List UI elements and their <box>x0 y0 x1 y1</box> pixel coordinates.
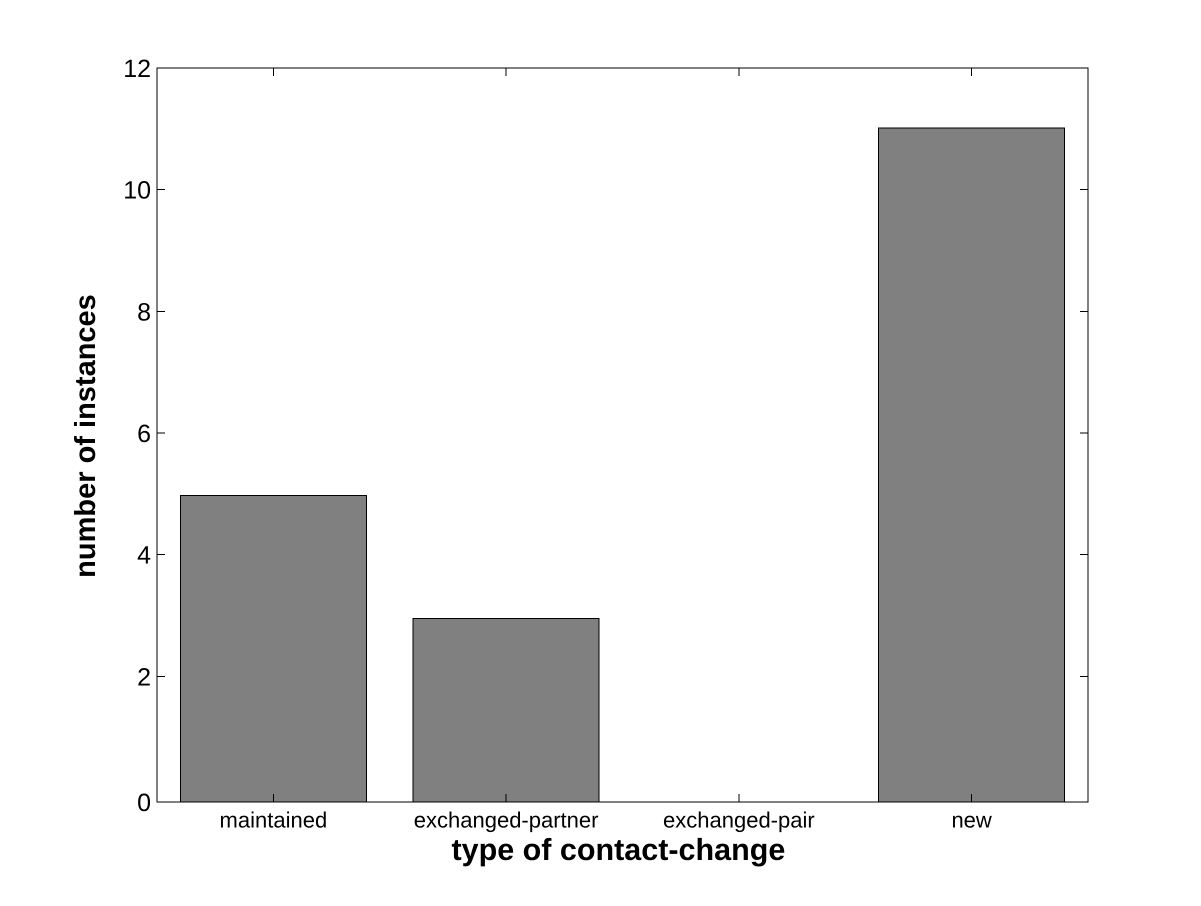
svg-text:number of instances: number of instances <box>70 294 102 578</box>
svg-text:0: 0 <box>137 789 151 817</box>
svg-text:maintained: maintained <box>220 808 328 833</box>
svg-text:6: 6 <box>137 420 151 448</box>
svg-text:type of contact-change: type of contact-change <box>451 833 785 867</box>
svg-text:4: 4 <box>137 542 151 570</box>
svg-text:exchanged-partner: exchanged-partner <box>414 808 599 833</box>
svg-text:new: new <box>951 808 991 833</box>
svg-text:exchanged-pair: exchanged-pair <box>663 808 815 833</box>
svg-text:2: 2 <box>137 663 151 691</box>
svg-text:10: 10 <box>123 177 151 205</box>
svg-text:8: 8 <box>137 298 151 326</box>
svg-text:12: 12 <box>123 55 151 83</box>
